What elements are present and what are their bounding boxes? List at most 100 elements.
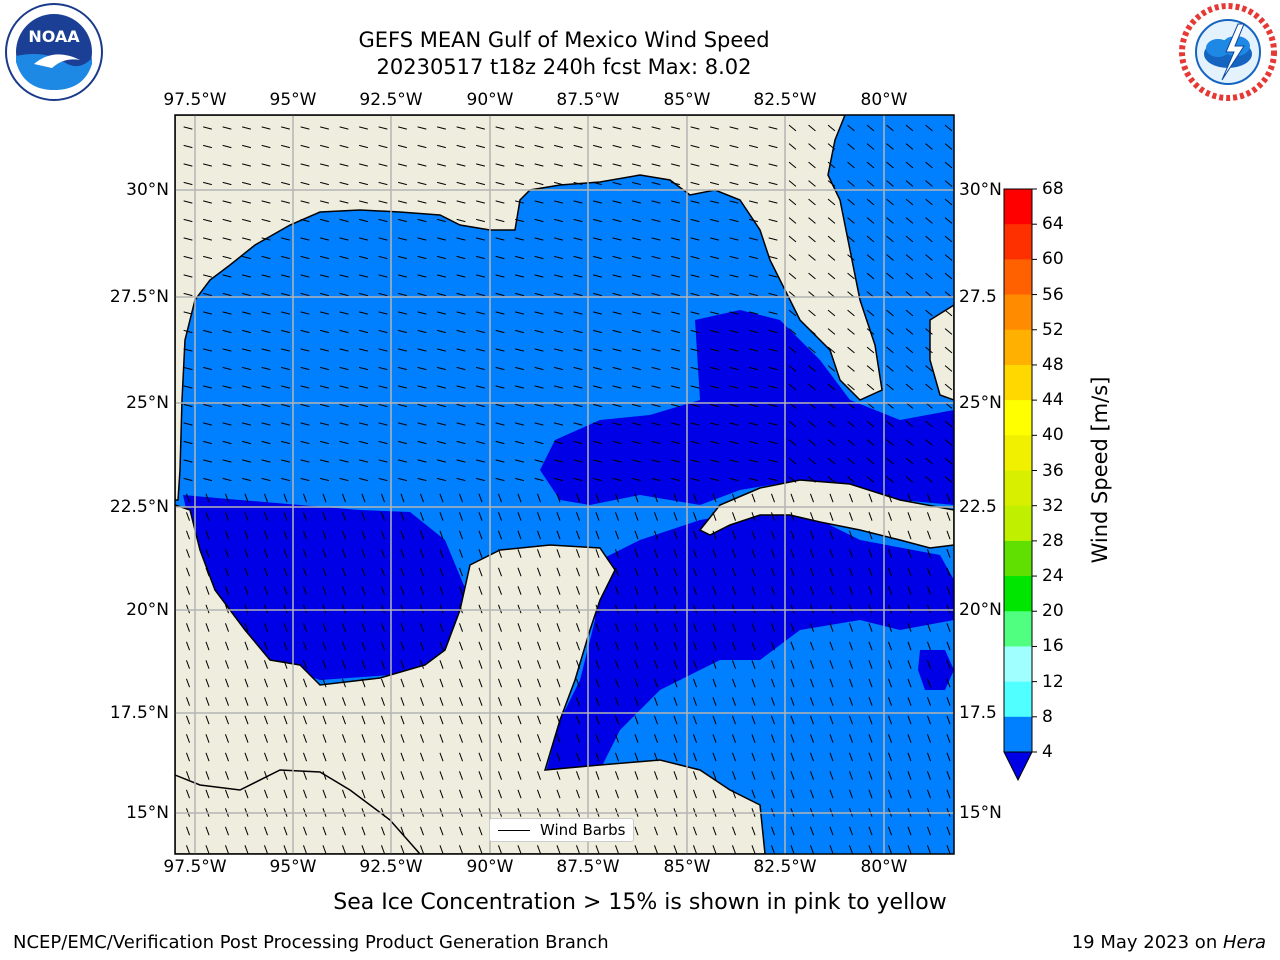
wind-barb xyxy=(281,126,290,130)
wind-barb xyxy=(886,346,894,354)
wind-barb xyxy=(556,678,561,688)
wind-barb xyxy=(907,549,912,558)
wind-barb xyxy=(673,567,678,577)
wind-barb xyxy=(926,493,932,503)
wind-barb xyxy=(868,752,873,762)
wind-barb xyxy=(497,752,503,762)
wind-barb xyxy=(925,124,933,132)
wind-barb xyxy=(634,530,639,540)
wind-barb xyxy=(476,348,485,352)
wind-barb xyxy=(749,477,758,482)
wind-barb xyxy=(439,734,444,743)
wind-barb xyxy=(632,126,641,130)
wind-barb xyxy=(203,403,212,408)
wind-barb xyxy=(593,459,602,463)
wind-barb xyxy=(634,789,639,799)
wind-barb xyxy=(320,311,329,315)
wind-barb xyxy=(380,752,386,762)
wind-barb xyxy=(573,348,583,352)
lon-tick-bottom: 95°W xyxy=(269,857,317,877)
wind-barb xyxy=(339,126,349,130)
wind-barb xyxy=(495,329,505,334)
wind-barb xyxy=(690,348,700,352)
wind-barb xyxy=(183,348,193,352)
wind-barb xyxy=(749,422,758,426)
wind-barb xyxy=(612,274,622,278)
wind-barb xyxy=(419,660,425,669)
wind-barb xyxy=(495,292,505,297)
wind-barb xyxy=(380,845,386,854)
wind-barb xyxy=(907,697,912,706)
wind-barb xyxy=(827,180,836,187)
wind-barb xyxy=(790,604,795,614)
wind-barb xyxy=(458,678,464,688)
wind-barb xyxy=(768,385,778,389)
wind-barb xyxy=(476,440,485,445)
wind-barb xyxy=(690,237,700,241)
wind-barb xyxy=(808,143,816,150)
wind-barb xyxy=(320,440,329,445)
wind-barb xyxy=(437,366,446,371)
wind-barb xyxy=(378,200,388,204)
wind-barb xyxy=(868,715,873,725)
wind-barb xyxy=(673,586,678,595)
wind-barb xyxy=(575,660,581,669)
wind-barb xyxy=(263,734,269,743)
wind-barb xyxy=(946,493,951,503)
wind-barb xyxy=(554,200,563,204)
wind-barb xyxy=(612,292,622,297)
wind-barb xyxy=(868,493,873,503)
wind-barb xyxy=(339,459,349,463)
colorbar-band xyxy=(1004,611,1032,647)
wind-barb xyxy=(476,274,485,278)
wind-barb xyxy=(300,477,310,482)
wind-barb xyxy=(827,198,836,206)
wind-barb xyxy=(926,752,932,762)
wind-barb xyxy=(944,124,953,132)
wind-barb xyxy=(808,420,816,428)
wind-barb xyxy=(712,678,717,688)
wind-barb xyxy=(517,549,522,558)
wind-barb xyxy=(847,198,855,206)
wind-barb xyxy=(573,144,583,149)
colorbar-label: 8 xyxy=(1042,706,1053,727)
wind-barb xyxy=(263,752,269,762)
wind-barb xyxy=(242,329,251,334)
wind-barb xyxy=(534,403,544,408)
noaa-text: NOAA xyxy=(28,27,80,46)
wind-barb xyxy=(476,181,485,186)
wind-barb xyxy=(322,549,327,558)
wind-barb xyxy=(768,163,778,167)
wind-barb xyxy=(595,734,600,743)
wind-barb xyxy=(946,641,951,651)
wind-barb xyxy=(554,218,563,223)
wind-barb xyxy=(634,771,639,780)
wind-barb xyxy=(827,309,836,317)
wind-barb xyxy=(926,623,932,632)
wind-barb xyxy=(302,660,308,669)
wind-barb xyxy=(788,235,797,243)
wind-barb xyxy=(651,459,661,463)
wind-barb xyxy=(886,383,894,391)
wind-barb xyxy=(868,660,873,669)
wind-barb xyxy=(593,237,602,241)
wind-barb xyxy=(905,143,914,150)
wind-barb xyxy=(534,292,544,297)
wind-barb xyxy=(868,697,873,706)
wind-barb xyxy=(339,329,349,334)
wind-barb xyxy=(458,604,464,614)
wind-barb xyxy=(261,422,271,426)
wind-barb xyxy=(458,660,464,669)
wind-barb xyxy=(322,567,327,577)
wind-barb xyxy=(203,366,212,371)
wind-barb xyxy=(437,440,446,445)
wind-barb xyxy=(359,126,368,130)
wind-barb xyxy=(283,567,288,577)
wind-barb xyxy=(673,715,678,725)
wind-barb xyxy=(203,422,212,426)
wind-barb xyxy=(320,403,329,408)
wind-barb xyxy=(302,715,308,725)
wind-barb xyxy=(632,274,641,278)
wind-barb xyxy=(847,217,855,224)
wind-barb xyxy=(768,459,778,463)
